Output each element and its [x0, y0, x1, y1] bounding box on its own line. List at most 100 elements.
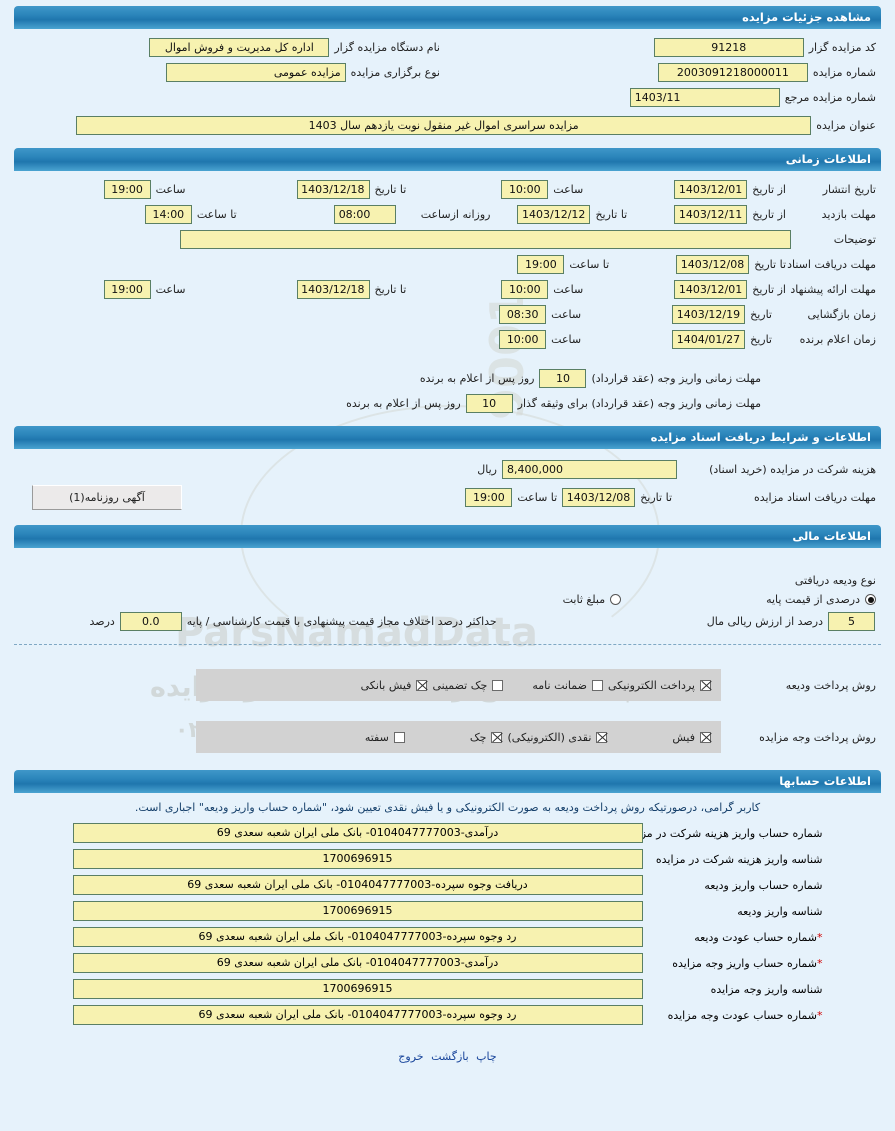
doc-deadline-to-hour: 19:00: [517, 255, 565, 274]
account-label-3: شناسه واریز ودیعه: [737, 904, 823, 918]
doc-to-date-word: تا تاریخ: [640, 491, 672, 504]
doc-deadline-date: 1403/12/08: [562, 488, 636, 507]
payment-deadline-value: 10: [539, 369, 587, 388]
deposit-option-row: درصدی از قیمت پایه مبلغ ثابت: [14, 590, 881, 609]
account-row: شماره حساب واریز ودیعه دریافت وجوه سپرده…: [14, 872, 881, 898]
proposal-to-hour: 19:00: [103, 280, 151, 299]
option-fixed-label: مبلغ ثابت: [562, 593, 606, 606]
account-label-5: شماره حساب واریز وجه مزایده: [643, 957, 823, 970]
visit-from-date: 1403/12/11: [674, 205, 748, 224]
account-value-3: 1700696915: [72, 901, 643, 921]
visit-daily-from-hour: 08:00: [333, 205, 396, 224]
opening-hour: 08:30: [499, 305, 547, 324]
notes-value: [180, 230, 791, 249]
checkbox-promissory-note[interactable]: [393, 731, 405, 743]
notes-label: توضیحات: [833, 233, 876, 246]
account-row: شناسه واریز وجه مزایده 1700696915: [14, 976, 881, 1002]
account-row: شناسه واریز هزینه شرکت در مزایده 1700696…: [14, 846, 881, 872]
checkbox-bank-receipt[interactable]: [416, 679, 428, 691]
checkbox-receipt[interactable]: [700, 731, 711, 743]
newspaper-ad-button[interactable]: آگهی روزنامه(1): [32, 485, 182, 510]
radio-fixed-amount[interactable]: [610, 594, 622, 605]
to-date-word-1: تا تاریخ: [374, 183, 407, 196]
timing-label-doc-deadline: مهلت دریافت اسناد: [787, 258, 876, 271]
from-date-word-1: از تاریخ: [752, 183, 786, 196]
to-date-word-4: تا تاریخ: [374, 283, 407, 296]
auction-payment-row: روش پرداخت وجه مزایده فیش نقدی (الکترونی…: [14, 718, 881, 756]
auction-payment-label-0: فیش: [672, 730, 695, 744]
from-date-word-2: از تاریخ: [752, 208, 786, 221]
checkbox-electronic-payment[interactable]: [700, 679, 711, 691]
payment-deadline-label: مهلت زمانی واریز وجه (عقد قرارداد): [591, 372, 761, 385]
section-header-documents: اطلاعات و شرایط دریافت اسناد مزایده: [14, 426, 881, 449]
deposit-method-row: روش پرداخت ودیعه پرداخت الکترونیکی ضمانت…: [14, 655, 881, 704]
timing-row-doc-deadline: مهلت دریافت اسناد تا تاریخ 1403/12/08 تا…: [14, 252, 881, 277]
auction-payment-label-3: سفته: [364, 730, 389, 744]
visit-to-date: 1403/12/12: [517, 205, 591, 224]
percent-suffix: درصد از ارزش ریالی مال: [706, 615, 823, 628]
payment-deadline-row: مهلت زمانی واریز وجه (عقد قرارداد) 10 رو…: [14, 366, 881, 391]
checkbox-cash-electronic[interactable]: [596, 731, 608, 743]
daily-from-hour-word: روزانه ازساعت: [420, 208, 491, 221]
deposit-type-row: نوع ودیعه دریافتی: [14, 558, 881, 590]
account-value-6: 1700696915: [72, 979, 643, 999]
checkbox-guaranteed-cheque[interactable]: [492, 679, 504, 691]
deposit-method-label: روش پرداخت ودیعه: [785, 678, 876, 692]
account-label-1: شناسه واریز هزینه شرکت در مزایده: [655, 852, 823, 866]
auction-payment-label-2: چک: [469, 730, 487, 744]
timing-row-proposal: مهلت ارائه پیشنهاد از تاریخ 1403/12/01 س…: [14, 277, 881, 302]
doc-deadline-hour: 19:00: [465, 488, 513, 507]
documents-fee-row: هزینه شرکت در مزایده (خرید اسناد) 8,400,…: [14, 457, 881, 482]
max-diff-suffix: درصد: [89, 615, 115, 628]
agency-name-label: نام دستگاه مزایده گزار: [334, 41, 440, 54]
payment-deadline2-suffix: روز پس از اعلام به برنده: [346, 397, 461, 410]
ref-number-label: شماره مزایده مرجع: [784, 91, 876, 104]
checkbox-guarantee-letter[interactable]: [592, 679, 603, 691]
account-value-4: رد وجوه سپرده-0104047777003- بانک ملی ای…: [72, 927, 643, 947]
account-value-5: درآمدی-0104047777003- بانک ملی ایران شعب…: [72, 953, 643, 973]
deposit-method-label-3: فیش بانکی: [360, 678, 412, 692]
checkbox-cheque[interactable]: [491, 731, 503, 743]
publication-to-date: 1403/12/18: [296, 180, 370, 199]
ref-number-value: 1403/11: [629, 88, 780, 107]
timing-label-proposal: مهلت ارائه پیشنهاد: [790, 283, 876, 296]
account-value-7: رد وجوه سپرده-0104047777003- بانک ملی ای…: [72, 1005, 643, 1025]
fee-currency: ریال: [477, 463, 497, 476]
hour-word-4: ساعت: [553, 283, 584, 296]
hour-word-1b: ساعت: [155, 183, 186, 196]
documents-deadline-row: مهلت دریافت اسناد مزایده تا تاریخ 1403/1…: [14, 482, 881, 513]
accounts-notice: کاربر گرامی، درصورتیکه روش پرداخت ودیعه …: [134, 801, 761, 814]
max-diff-label: حداکثر درصد اختلاف مجاز قیمت پیشنهادی با…: [186, 615, 497, 628]
auction-payment-group: فیش نقدی (الکترونیکی) چک سفته: [196, 721, 721, 753]
publication-to-hour: 19:00: [103, 180, 151, 199]
deposit-method-label-1: ضمانت نامه: [532, 678, 587, 692]
footer-links: چاپ بازگشت خروج: [0, 1028, 895, 1063]
auction-number-value: 2003091218000011: [657, 63, 808, 82]
account-row: شماره حساب واریز وجه مزایده درآمدی-01040…: [14, 950, 881, 976]
radio-percent-of-base-price[interactable]: [865, 594, 876, 605]
print-link[interactable]: چاپ: [476, 1050, 497, 1063]
deposit-type-label: نوع ودیعه دریافتی: [794, 574, 876, 587]
timing-label-winner: زمان اعلام برنده: [799, 333, 876, 346]
percent-value: 5: [828, 612, 875, 631]
payment-deadline2-label: مهلت زمانی واریز وجه (عقد قرارداد) برای …: [517, 397, 761, 410]
auction-title-label: عنوان مزایده: [816, 119, 876, 132]
auction-type-value: مزایده عمومی: [165, 63, 346, 82]
hour-word-5: ساعت: [551, 308, 582, 321]
exit-link[interactable]: خروج: [398, 1050, 424, 1063]
max-diff-value: 0.0: [119, 612, 182, 631]
auction-payment-label-1: نقدی (الکترونیکی): [507, 730, 592, 744]
payment-deadline2-value: 10: [465, 394, 513, 413]
proposal-from-date: 1403/12/01: [674, 280, 748, 299]
proposal-hour: 10:00: [501, 280, 549, 299]
account-value-0: درآمدی-0104047777003- بانک ملی ایران شعب…: [72, 823, 643, 843]
back-link[interactable]: بازگشت: [431, 1050, 469, 1063]
to-date-word-3: تا تاریخ: [754, 258, 786, 271]
timing-row-winner: زمان اعلام برنده تاریخ 1404/01/27 ساعت 1…: [14, 327, 881, 352]
account-row: شماره حساب عودت وجه مزایده رد وجوه سپرده…: [14, 1002, 881, 1028]
to-hour-word-2: تا ساعت: [196, 208, 237, 221]
payment-deadline-suffix: روز پس از اعلام به برنده: [419, 372, 535, 385]
visit-to-hour: 14:00: [144, 205, 192, 224]
financial-divider: [14, 644, 881, 645]
